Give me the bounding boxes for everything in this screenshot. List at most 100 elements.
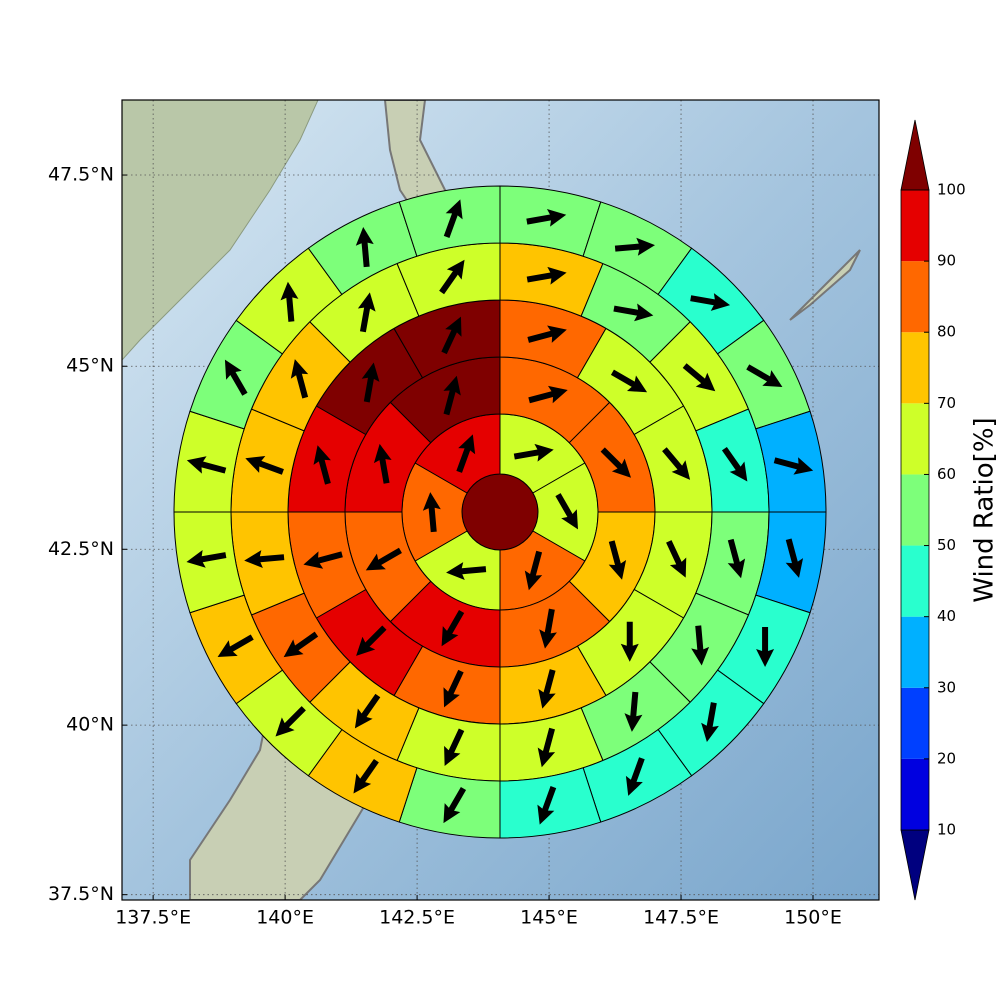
wind-arrow: [441, 316, 462, 355]
colorbar-label: Wind Ratio[%]: [970, 417, 1000, 602]
wind-arrow: [244, 550, 285, 569]
wind-arrow: [526, 208, 567, 227]
wind-arrow: [361, 362, 380, 403]
cells: [173, 185, 827, 839]
wind-arrow: [614, 237, 655, 256]
x-tick-label: 140°E: [256, 907, 314, 929]
wind-arrow: [727, 538, 746, 579]
x-tick-label: 137.5°E: [115, 907, 191, 929]
wind-arrow: [785, 538, 804, 578]
y-tick-label: 42.5°N: [48, 538, 114, 560]
wind-arrow: [662, 447, 691, 480]
wind-arrow: [701, 702, 719, 743]
wind-arrow: [624, 691, 643, 732]
wind-arrow: [608, 540, 627, 580]
colorbar-segment: [901, 545, 929, 617]
wind-arrow: [224, 359, 248, 396]
colorbar: 10 20 30 40 50 60 70 80 90 100: [900, 119, 966, 901]
wind-arrow: [280, 281, 299, 322]
wind-arrow: [537, 727, 556, 768]
wind-arrow: [555, 493, 579, 530]
wind-arrow: [441, 610, 465, 647]
y-tick-label: 47.5°N: [48, 164, 114, 186]
wind-arrow: [443, 375, 461, 416]
colorbar-tick-label: 70: [937, 394, 956, 412]
colorbar-segment: [901, 403, 929, 475]
wind-arrow: [373, 443, 392, 484]
colorbar-segment: [901, 474, 929, 546]
wind-arrow: [721, 446, 748, 482]
colorbar-tick-label: 30: [937, 678, 956, 696]
wind-arrow: [290, 359, 309, 399]
wind-arrow: [620, 621, 639, 662]
colorbar-tick-label: 90: [937, 252, 956, 270]
wind-arrow: [356, 625, 387, 656]
wind-arrow: [444, 728, 465, 767]
wind-arrow: [186, 456, 227, 474]
wind-arrow: [355, 227, 374, 268]
wind-arrow: [357, 292, 376, 333]
wind-arrow: [275, 706, 306, 737]
colorbar-tick-label: 60: [937, 465, 956, 483]
wind-arrow: [524, 550, 543, 591]
arrows: [186, 199, 814, 825]
wind-arrow: [527, 325, 567, 343]
wind-arrow: [682, 363, 716, 392]
x-tick-label: 147.5°E: [643, 907, 719, 929]
wind-arrow: [690, 293, 731, 311]
land: [122, 100, 319, 361]
wind-arrow: [666, 540, 687, 578]
wind-arrow: [526, 266, 567, 285]
wind-arrow: [746, 364, 783, 387]
y-tick-label: 45°N: [66, 355, 114, 377]
colorbar-tick-label: 40: [937, 607, 956, 625]
x-tick-label: 142.5°E: [379, 907, 455, 929]
land: [789, 249, 861, 321]
colorbar-segment: [900, 829, 930, 901]
wind-arrow: [353, 758, 379, 794]
map-frame: [121, 99, 880, 901]
x-tick-label: 150°E: [784, 907, 842, 929]
colorbar-segment: [901, 261, 929, 333]
wind-arrow: [443, 669, 464, 708]
wind-arrow: [283, 631, 319, 658]
axes: 137.5°E 140°E 142.5°E 145°E 147.5°E 150°E 37.5…: [48, 164, 842, 929]
wind-arrow: [613, 303, 654, 322]
colorbar-segment: [901, 687, 929, 759]
wind-arrow: [610, 369, 648, 393]
wind-arrow: [245, 455, 284, 475]
wind-arrow: [354, 693, 381, 729]
wind-arrow: [600, 447, 632, 478]
colorbar-segment: [901, 616, 929, 688]
wind-arrow: [443, 787, 467, 824]
wind-arrow: [625, 757, 645, 796]
wind-arrow: [756, 627, 775, 668]
wind-arrow: [537, 786, 557, 825]
wind-arrow: [446, 562, 487, 581]
wind-arrow: [303, 551, 343, 569]
colorbar-tick-label: 10: [937, 821, 956, 839]
colorbar-frame: [900, 189, 930, 831]
wind-arrow: [365, 547, 402, 571]
y-tick-label: 37.5°N: [48, 883, 114, 905]
wind-arrow: [422, 492, 441, 533]
wind-arrow: [186, 550, 227, 568]
colorbar-tick-label: 50: [937, 536, 956, 554]
wind-arrow: [691, 625, 710, 666]
colorbar-segment: [901, 332, 929, 404]
wind-arrow: [313, 445, 331, 485]
wind-arrow: [217, 634, 254, 658]
wind-arrow: [456, 434, 476, 473]
wind-arrow: [539, 608, 557, 649]
wind-arrow: [538, 669, 556, 709]
colorbar-tick-label: 80: [937, 323, 956, 341]
wind-arrow: [443, 199, 463, 238]
x-tick-label: 145°E: [520, 907, 578, 929]
colorbar-tick-label: 100: [937, 181, 966, 199]
y-tick-label: 40°N: [66, 714, 114, 736]
colorbar-segment: [900, 119, 930, 191]
wind-arrow: [528, 385, 568, 404]
colorbar-segment: [901, 190, 929, 262]
